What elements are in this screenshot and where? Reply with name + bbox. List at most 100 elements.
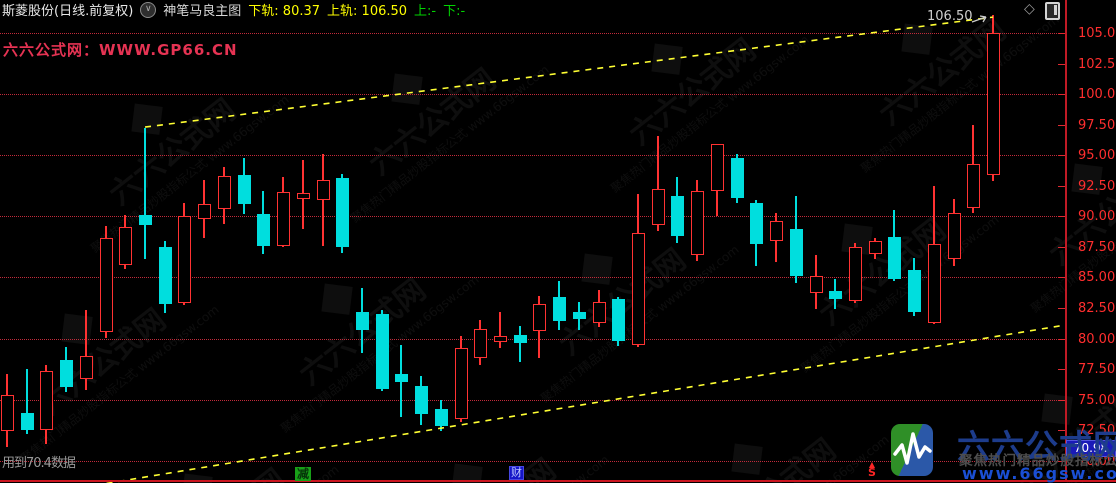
candle-body-down — [573, 311, 586, 319]
axis-label-87.50: 87.50 — [1078, 239, 1116, 255]
axis-label-82.50: 82.50 — [1078, 300, 1116, 316]
indicator-name: 神笔马良主图 — [163, 4, 242, 19]
axis-tick — [1058, 430, 1065, 432]
candle-body-up — [593, 301, 606, 323]
axis-label-97.50: 97.50 — [1078, 117, 1116, 133]
axis-tick — [1058, 338, 1065, 340]
gridline-80 — [0, 338, 1065, 340]
logo-subtitle: 聚焦热门精品炒股指标公式 — [959, 453, 1116, 469]
candle-wick — [657, 135, 659, 231]
candle-body-up — [494, 336, 507, 343]
axis-tick — [1058, 94, 1065, 96]
candle-body-up — [119, 227, 132, 266]
candle-body-up — [770, 221, 783, 241]
bottom-left-data-text: 用到70.4数据 — [2, 456, 76, 471]
candle-body-up — [474, 328, 487, 359]
copy-page-icon[interactable] — [1045, 2, 1060, 20]
candle-body-up — [652, 189, 665, 225]
axis-tick — [1058, 460, 1065, 462]
gridline-95 — [0, 155, 1065, 157]
candle-body-up — [80, 355, 93, 379]
gridline-105 — [0, 33, 1065, 34]
finance-badge: 财 — [509, 466, 524, 480]
candle-wick — [499, 311, 501, 349]
gridline-100 — [0, 94, 1065, 96]
axis-tick — [1058, 399, 1065, 401]
candle-body-down — [60, 360, 73, 388]
candle-wick — [26, 369, 28, 434]
candle-body-up — [277, 191, 290, 246]
axis-label-85.00: 85.00 — [1078, 270, 1116, 286]
diamond-icon[interactable]: ◇ — [1024, 1, 1035, 17]
candle-body-up — [297, 193, 310, 200]
axis-label-92.50: 92.50 — [1078, 178, 1116, 194]
candle-body-up — [987, 33, 1000, 175]
candle-body-up — [178, 216, 191, 304]
candle-body-down — [395, 373, 408, 383]
axis-label-70.00: 70.00 — [1078, 453, 1116, 469]
candle-body-down — [21, 413, 34, 431]
axis-label-72.50: 72.50 — [1078, 423, 1116, 439]
candle-body-up — [967, 163, 980, 208]
axis-label-80.00: 80.00 — [1078, 331, 1116, 347]
axis-tick — [1058, 246, 1065, 248]
candle-body-down — [790, 228, 803, 277]
axis-label-100.00: 100.00 — [1078, 87, 1116, 103]
candle-body-down — [159, 246, 172, 305]
candle-body-up — [711, 144, 724, 191]
dropdown-clock-icon[interactable]: ∨ — [140, 1, 157, 18]
axis-label-95.00: 95.00 — [1078, 148, 1116, 164]
ecg-logo-icon — [891, 424, 933, 476]
axis-tick — [1058, 33, 1065, 34]
candle-body-down — [514, 334, 527, 344]
axis-label-90.00: 90.00 — [1078, 209, 1116, 225]
candle-body-down — [257, 213, 270, 246]
candle-body-up — [317, 179, 330, 201]
up-flag: 上:- — [414, 4, 437, 19]
candle-body-up — [455, 348, 468, 420]
candle-body-up — [948, 212, 961, 260]
time-axis-line — [0, 480, 1116, 482]
stock-title: 斯菱股份(日线.前复权) — [2, 4, 134, 19]
candle-body-up — [849, 246, 862, 301]
header-bar: 斯菱股份(日线.前复权) ∨ 神笔马良主图 下轨: 80.37 上轨: 106.… — [2, 1, 466, 19]
candle-body-down — [376, 314, 389, 389]
candle-body-up — [40, 371, 53, 431]
gridline-85 — [0, 277, 1065, 279]
gridline-75 — [0, 399, 1065, 401]
candle-body-up — [100, 238, 113, 333]
candle-body-up — [691, 190, 704, 256]
candle-body-up — [928, 244, 941, 323]
candle-body-up — [1, 394, 14, 432]
price-axis-line — [1065, 0, 1067, 481]
logo-title: 六六公式网 — [957, 427, 1116, 466]
sell-signal-marker: ▲ S — [868, 460, 876, 479]
axis-tick — [1058, 155, 1065, 157]
gridline-70 — [0, 460, 1065, 462]
candle-body-up — [869, 240, 882, 255]
candle-body-down — [888, 237, 901, 279]
axis-tick — [1058, 277, 1065, 279]
axis-tick — [1058, 307, 1065, 309]
candle-body-down — [139, 215, 152, 225]
candle-body-down — [415, 386, 428, 415]
axis-tick — [1058, 216, 1065, 218]
candle-body-down — [908, 270, 921, 312]
upper-band-value: 上轨: 106.50 — [327, 4, 408, 19]
axis-label-75.00: 75.00 — [1078, 392, 1116, 408]
candle-body-up — [632, 233, 645, 345]
sell-arrow-icon: ▲ — [868, 460, 876, 469]
candle-wick — [144, 128, 146, 260]
candle-body-down — [829, 290, 842, 300]
reduce-badge: 减 — [295, 467, 312, 481]
candle-body-down — [356, 311, 369, 330]
site-watermark: 六六公式网：WWW.GP66.CN — [3, 41, 238, 59]
candle-wick — [85, 310, 87, 390]
candle-body-down — [750, 202, 763, 245]
candle-body-down — [731, 157, 744, 198]
axis-tick — [1058, 369, 1065, 371]
down-flag: 下:- — [443, 4, 466, 19]
candle-body-down — [553, 296, 566, 322]
